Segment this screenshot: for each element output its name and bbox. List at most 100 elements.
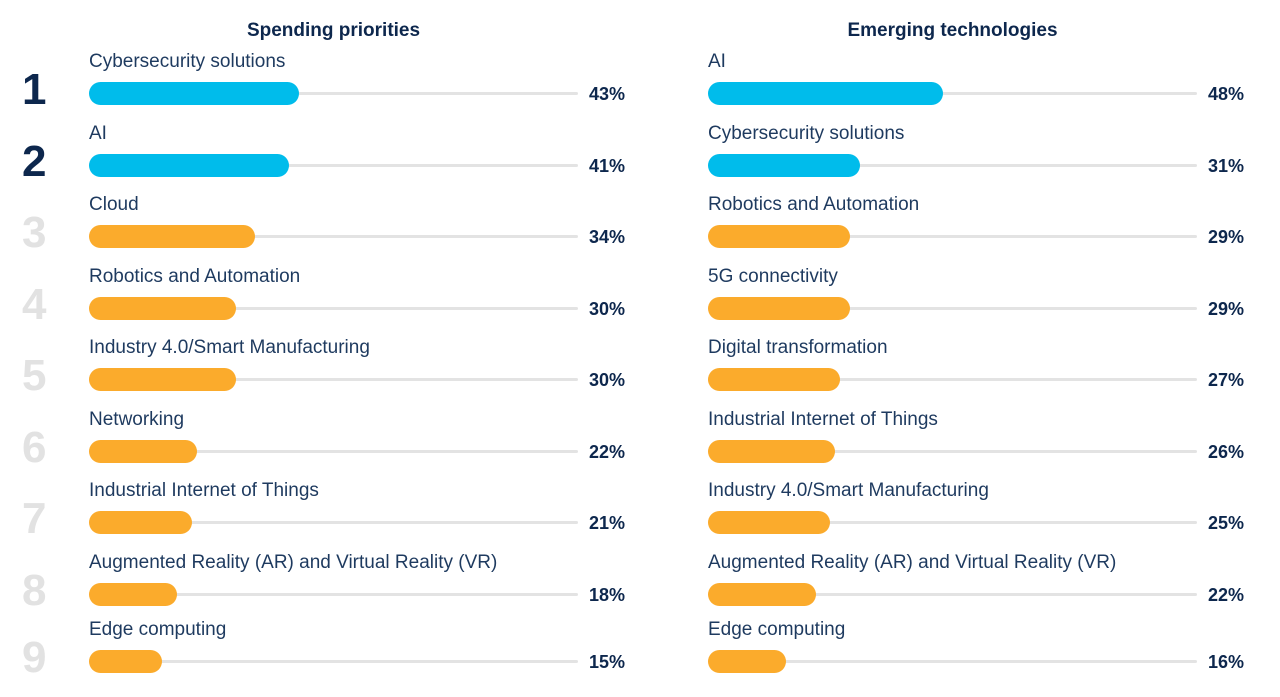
bar-row: Augmented Reality (AR) and Virtual Reali… [619, 552, 1259, 622]
bar-row: 4 Robotics and Automation 30% [0, 266, 640, 336]
category-label: Edge computing [89, 619, 227, 640]
value-label: 21% [589, 513, 626, 533]
bar-track [89, 660, 578, 663]
bar-track [708, 593, 1197, 596]
bar [89, 82, 300, 105]
bar [89, 440, 197, 463]
bar-track [89, 307, 578, 310]
bar-row: 9 Edge computing 15% [0, 619, 640, 689]
category-label: Edge computing [708, 619, 846, 640]
value-label: 30% [589, 370, 626, 390]
bar [708, 82, 943, 105]
bar-track [708, 307, 1197, 310]
value-label: 16% [1208, 652, 1245, 672]
category-label: AI [89, 123, 107, 144]
bar-track [708, 164, 1197, 167]
value-label: 34% [589, 227, 626, 247]
rank-number: 3 [22, 208, 47, 257]
category-label: Robotics and Automation [89, 266, 301, 287]
bar [708, 440, 836, 463]
bar-track [89, 92, 578, 95]
bar [708, 297, 850, 320]
bar-row: Edge computing 16% [619, 619, 1259, 689]
category-label: Industrial Internet of Things [89, 480, 319, 501]
bar-track [708, 92, 1197, 95]
rank-number: 6 [22, 423, 47, 472]
value-label: 22% [1208, 585, 1245, 605]
bar [89, 368, 236, 391]
bar-track [89, 450, 578, 453]
chart-title: Emerging technologies [847, 20, 1058, 41]
value-label: 25% [1208, 513, 1245, 533]
rank-number: 4 [22, 280, 47, 329]
bar [708, 225, 850, 248]
chart-title: Spending priorities [246, 20, 421, 41]
category-label: Augmented Reality (AR) and Virtual Reali… [89, 552, 498, 573]
bar [89, 650, 163, 673]
bar-row: 2 AI 41% [0, 123, 640, 193]
value-label: 15% [589, 652, 626, 672]
bar [89, 225, 256, 248]
rank-number: 1 [22, 65, 47, 114]
bar-track [708, 660, 1197, 663]
category-label: Networking [89, 409, 185, 430]
bar-row: 6 Networking 22% [0, 409, 640, 479]
rank-number: 2 [22, 137, 47, 186]
bar [89, 583, 178, 606]
bar-track [89, 164, 578, 167]
category-label: Augmented Reality (AR) and Virtual Reali… [708, 552, 1117, 573]
bar-track [708, 235, 1197, 238]
bar-track [89, 521, 578, 524]
bar [708, 511, 831, 534]
bar-row: Robotics and Automation 29% [619, 194, 1259, 264]
value-label: 29% [1208, 227, 1245, 247]
bar [89, 297, 236, 320]
bar [708, 368, 841, 391]
bar [708, 650, 787, 673]
value-label: 48% [1208, 84, 1245, 104]
value-label: 43% [589, 84, 626, 104]
category-label: Industry 4.0/Smart Manufacturing [89, 337, 370, 358]
bar-track [89, 235, 578, 238]
rank-number: 7 [22, 494, 47, 543]
bar-row: AI 48% [619, 51, 1259, 121]
bar-row: 5 Industry 4.0/Smart Manufacturing 30% [0, 337, 640, 407]
value-label: 27% [1208, 370, 1245, 390]
category-label: Robotics and Automation [708, 194, 920, 215]
bar [89, 154, 290, 177]
bar-row: 8 Augmented Reality (AR) and Virtual Real… [0, 552, 640, 622]
bar-row: 3 Cloud 34% [0, 194, 640, 264]
rank-number: 9 [22, 633, 47, 682]
bar-row: Industry 4.0/Smart Manufacturing 25% [619, 480, 1259, 550]
rank-number: 8 [22, 566, 47, 615]
bar [89, 511, 192, 534]
emerging-technologies-chart: Emerging technologies AI 48% Cybersecurity… [619, 0, 1259, 697]
value-label: 26% [1208, 442, 1245, 462]
bar-row: 1 Cybersecurity solutions 43% [0, 51, 640, 121]
bar [708, 583, 816, 606]
value-label: 29% [1208, 299, 1245, 319]
value-label: 41% [589, 156, 626, 176]
spending-priorities-chart: Spending priorities 1 Cybersecurity solut… [0, 20, 640, 689]
bar-track [708, 521, 1197, 524]
bar-row: 7 Industrial Internet of Things 21% [0, 480, 640, 550]
value-label: 22% [589, 442, 626, 462]
bar-track [89, 378, 578, 381]
bar-track [708, 378, 1197, 381]
bar-row: 5G connectivity 29% [619, 266, 1259, 336]
category-label: AI [708, 51, 726, 72]
value-label: 31% [1208, 156, 1245, 176]
bar-row: Industrial Internet of Things 26% [619, 409, 1259, 479]
category-label: Digital transformation [708, 337, 888, 358]
value-label: 18% [589, 585, 626, 605]
category-label: 5G connectivity [708, 266, 838, 287]
bar-track [708, 450, 1197, 453]
category-label: Cybersecurity solutions [89, 51, 286, 72]
bar-row: Cybersecurity solutions 31% [619, 123, 1259, 193]
value-label: 30% [589, 299, 626, 319]
bar [708, 154, 860, 177]
category-label: Cybersecurity solutions [708, 123, 905, 144]
rank-number: 5 [22, 351, 47, 400]
category-label: Industrial Internet of Things [708, 409, 938, 430]
category-label: Industry 4.0/Smart Manufacturing [708, 480, 989, 501]
